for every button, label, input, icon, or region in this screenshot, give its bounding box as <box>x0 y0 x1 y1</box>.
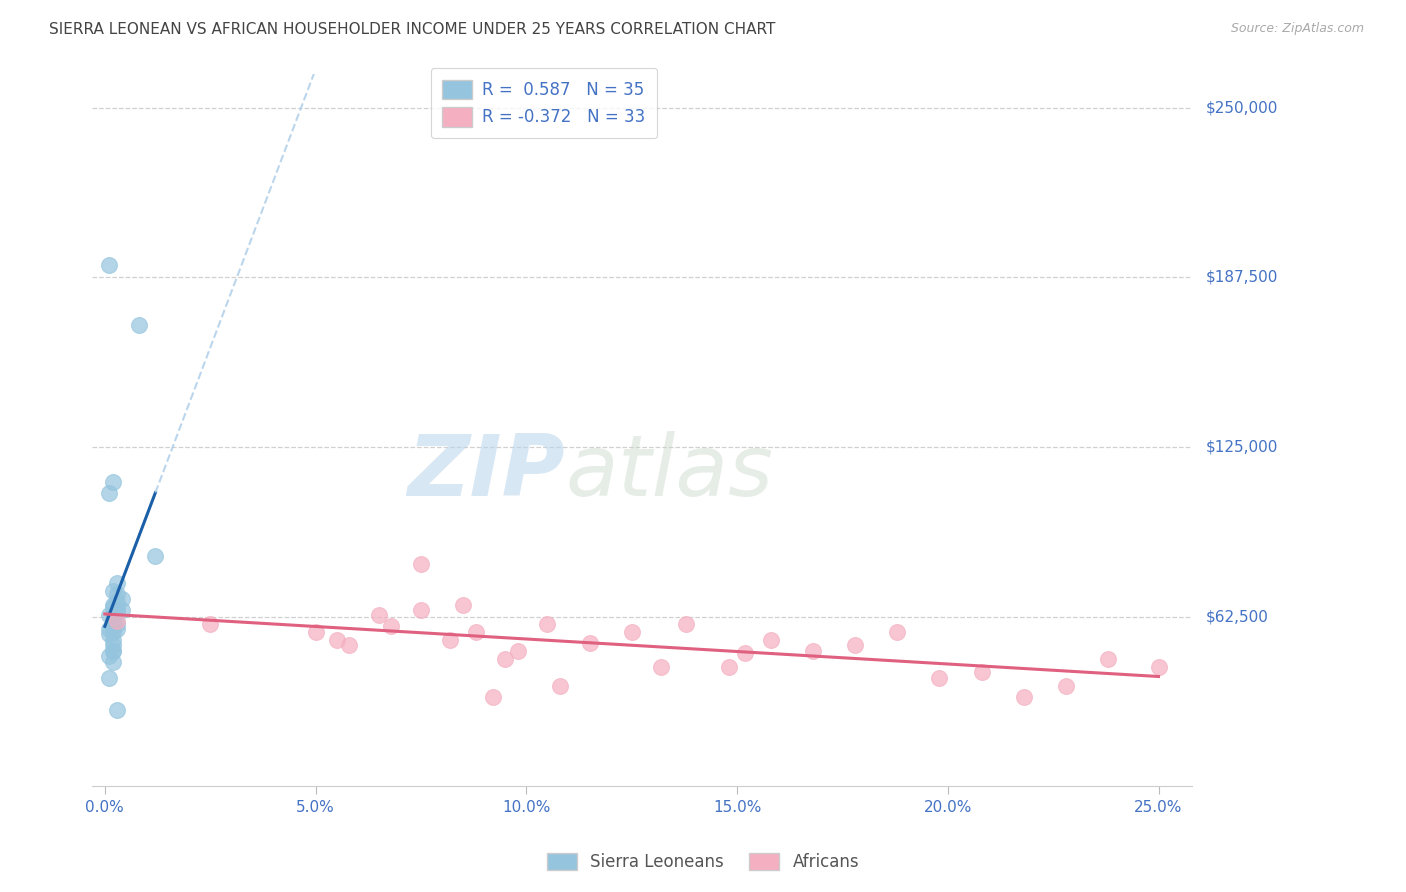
Point <box>107 603 129 617</box>
Point <box>103 584 125 599</box>
Point <box>107 603 129 617</box>
Point <box>620 624 643 639</box>
Point <box>1147 660 1170 674</box>
Point <box>409 603 432 617</box>
Point <box>801 643 824 657</box>
Point <box>107 703 129 717</box>
Point <box>103 606 125 620</box>
Text: atlas: atlas <box>565 432 773 515</box>
Point <box>103 632 125 647</box>
Point <box>98 622 121 636</box>
Point <box>107 587 129 601</box>
Point <box>578 635 600 649</box>
Point <box>304 624 326 639</box>
Point <box>1097 652 1119 666</box>
Point <box>970 665 993 680</box>
Point <box>650 660 672 674</box>
Point <box>103 475 125 490</box>
Point <box>928 671 950 685</box>
Point <box>145 549 167 563</box>
Point <box>107 575 129 590</box>
Text: ZIP: ZIP <box>408 432 565 515</box>
Point <box>367 608 389 623</box>
Point <box>1054 679 1077 693</box>
Point <box>548 679 571 693</box>
Point <box>198 616 221 631</box>
Point <box>111 603 134 617</box>
Point <box>481 690 503 704</box>
Point <box>103 619 125 633</box>
Point <box>759 632 782 647</box>
Point <box>717 660 740 674</box>
Text: $62,500: $62,500 <box>1206 609 1270 624</box>
Point <box>409 557 432 571</box>
Text: $125,000: $125,000 <box>1206 440 1278 455</box>
Point <box>103 655 125 669</box>
Point <box>103 638 125 652</box>
Point <box>380 619 402 633</box>
Legend: Sierra Leoneans, Africans: Sierra Leoneans, Africans <box>538 845 868 880</box>
Point <box>103 643 125 657</box>
Point <box>103 624 125 639</box>
Text: $250,000: $250,000 <box>1206 100 1278 115</box>
Point <box>98 671 121 685</box>
Point <box>536 616 558 631</box>
Point <box>98 258 121 272</box>
Point <box>464 624 486 639</box>
Point <box>98 608 121 623</box>
Point <box>98 486 121 500</box>
Point <box>103 616 125 631</box>
Point <box>494 652 516 666</box>
Point <box>98 627 121 641</box>
Point <box>103 598 125 612</box>
Point <box>1012 690 1035 704</box>
Text: $187,500: $187,500 <box>1206 270 1278 285</box>
Point <box>103 611 125 625</box>
Point <box>107 616 129 631</box>
Point <box>103 643 125 657</box>
Point <box>107 595 129 609</box>
Point <box>439 632 461 647</box>
Point <box>451 598 474 612</box>
Point <box>886 624 908 639</box>
Point <box>107 622 129 636</box>
Point <box>734 646 756 660</box>
Legend: R =  0.587   N = 35, R = -0.372   N = 33: R = 0.587 N = 35, R = -0.372 N = 33 <box>430 68 657 138</box>
Point <box>103 616 125 631</box>
Point <box>506 643 529 657</box>
Point <box>111 592 134 607</box>
Point <box>325 632 347 647</box>
Text: SIERRA LEONEAN VS AFRICAN HOUSEHOLDER INCOME UNDER 25 YEARS CORRELATION CHART: SIERRA LEONEAN VS AFRICAN HOUSEHOLDER IN… <box>49 22 776 37</box>
Point <box>675 616 697 631</box>
Text: Source: ZipAtlas.com: Source: ZipAtlas.com <box>1230 22 1364 36</box>
Point <box>98 649 121 664</box>
Point <box>103 611 125 625</box>
Point <box>128 318 150 332</box>
Point <box>337 638 360 652</box>
Point <box>844 638 866 652</box>
Point <box>103 600 125 615</box>
Point <box>107 614 129 628</box>
